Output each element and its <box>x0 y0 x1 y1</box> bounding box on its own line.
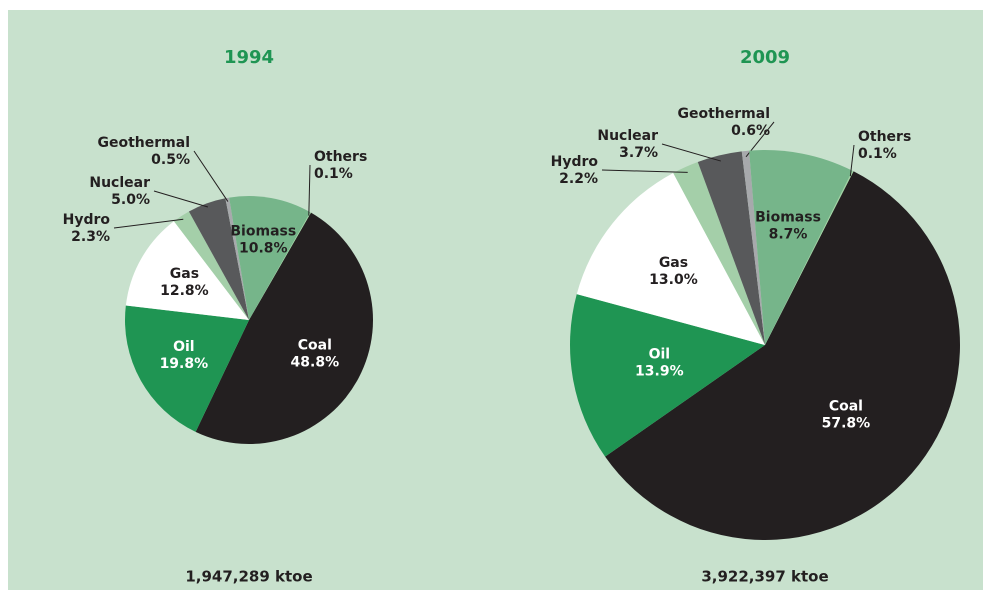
leader-line <box>661 143 721 162</box>
slice-label: Oil <box>649 346 671 362</box>
leader-line <box>113 218 184 229</box>
slice-value-label: 0.5% <box>151 152 190 168</box>
pie-slice <box>749 149 853 345</box>
slice-label: Coal <box>829 398 863 414</box>
pie-slice <box>188 198 249 320</box>
slice-value-label: 13.0% <box>649 272 698 288</box>
slice-label: Oil <box>173 339 195 355</box>
slice-value-label: 3.7% <box>619 145 658 161</box>
slice-value-label: 0.1% <box>314 166 353 182</box>
slice-value-label: 19.8% <box>160 356 209 372</box>
slice-label: Biomass <box>755 209 821 225</box>
leader-line <box>193 150 229 202</box>
pie-slice <box>570 294 765 457</box>
slice-label: Nuclear <box>89 175 150 191</box>
slice-value-label: 57.8% <box>822 415 871 431</box>
leader-line <box>849 144 855 177</box>
slice-value-label: 2.3% <box>71 229 110 245</box>
pie-slice <box>765 170 854 345</box>
pie-slice <box>576 172 765 345</box>
slice-label: Biomass <box>230 224 296 240</box>
chart-title: 1994 <box>224 47 274 68</box>
footnote: 3,922,397 ktoe <box>701 568 828 586</box>
slice-label: Hydro <box>551 154 599 170</box>
pie-slice <box>605 171 960 540</box>
slice-value-label: 2.2% <box>559 171 598 187</box>
pie-slice <box>225 197 249 320</box>
chart-title: 2009 <box>740 47 790 68</box>
leader-line <box>308 164 311 216</box>
slice-value-label: 5.0% <box>111 192 150 208</box>
slice-label: Others <box>858 129 911 145</box>
slice-label: Others <box>314 149 367 165</box>
slice-label: Hydro <box>63 212 111 228</box>
slice-value-label: 0.6% <box>731 123 770 139</box>
pie-slice <box>697 151 765 345</box>
leader-line <box>601 169 688 173</box>
pie-slice <box>249 212 311 320</box>
pie-slice <box>173 211 249 320</box>
slice-label: Geothermal <box>98 135 191 151</box>
pie-slice <box>741 150 765 345</box>
slice-label: Coal <box>298 338 332 354</box>
slice-value-label: 8.7% <box>769 226 808 242</box>
slice-label: Gas <box>170 266 199 282</box>
slice-label: Nuclear <box>597 128 658 144</box>
footnote: 1,947,289 ktoe <box>185 568 312 586</box>
slice-value-label: 13.9% <box>635 363 684 379</box>
leader-line <box>153 190 209 208</box>
slice-label: Gas <box>659 255 688 271</box>
pie-slice <box>124 305 249 432</box>
pie-slice <box>195 212 373 444</box>
slice-value-label: 0.1% <box>858 146 897 162</box>
slice-label: Geothermal <box>678 106 771 122</box>
pie-slice <box>125 221 249 320</box>
slice-value-label: 12.8% <box>160 283 209 299</box>
slice-value-label: 48.8% <box>291 355 340 371</box>
slice-value-label: 10.8% <box>239 241 288 257</box>
pie-slice <box>229 195 311 320</box>
pie-slice <box>673 161 765 345</box>
